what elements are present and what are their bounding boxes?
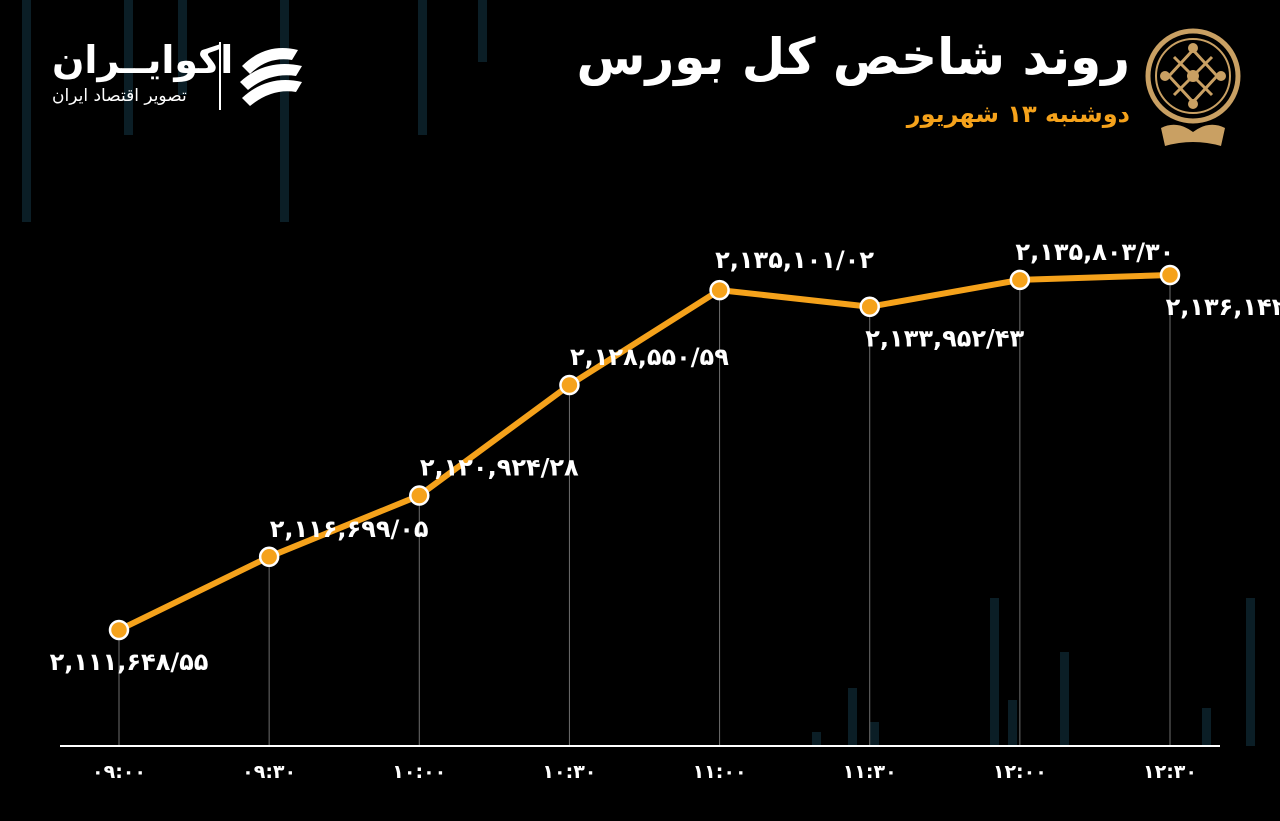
stock-exchange-emblem-icon bbox=[1145, 28, 1241, 146]
data-point bbox=[709, 279, 730, 301]
chart-subtitle-date: دوشنبه ۱۳ شهریور bbox=[906, 100, 1130, 128]
data-label: ۲,۱۲۸,۵۵۰/۵۹ bbox=[570, 343, 729, 371]
ekoiran-logo-icon bbox=[240, 48, 302, 106]
vertical-guide-lines bbox=[118, 285, 1171, 746]
data-label: ۲,۱۳۵,۱۰۱/۰۲ bbox=[715, 246, 874, 274]
data-label: ۲,۱۳۳,۹۵۲/۴۳ bbox=[865, 325, 1024, 353]
x-tick-label: ۱۲:۰۰ bbox=[993, 761, 1047, 783]
data-point bbox=[1159, 264, 1181, 286]
background-bar bbox=[812, 732, 821, 746]
data-point bbox=[1009, 269, 1031, 291]
data-point bbox=[409, 485, 430, 506]
x-tick-label: ۱۰:۳۰ bbox=[542, 761, 596, 783]
data-label: ۲,۱۳۶,۱۴۲/۲۹ bbox=[1166, 293, 1280, 321]
background-bar bbox=[124, 0, 133, 135]
x-tick-label: ۰۹:۳۰ bbox=[242, 761, 296, 783]
data-label: ۲,۱۱۱,۶۴۸/۵۵ bbox=[50, 648, 209, 676]
series-line bbox=[116, 272, 1173, 633]
data-label: ۲,۱۱۶,۶۹۹/۰۵ bbox=[270, 515, 429, 543]
background-bar bbox=[1060, 652, 1069, 746]
brand-divider bbox=[219, 42, 221, 110]
background-bar bbox=[478, 0, 487, 62]
x-tick-label: ۱۲:۳۰ bbox=[1143, 761, 1197, 783]
decorative-background-bars bbox=[22, 0, 1255, 746]
chart-title: روند شاخص کل بورس bbox=[576, 28, 1130, 86]
background-bar bbox=[280, 0, 289, 222]
x-tick-label: ۱۱:۰۰ bbox=[693, 761, 747, 783]
data-point bbox=[108, 619, 130, 641]
data-point bbox=[859, 296, 880, 317]
background-bar bbox=[1202, 708, 1211, 746]
x-tick-label: ۱۰:۰۰ bbox=[392, 761, 446, 783]
background-bar bbox=[178, 0, 187, 95]
background-bar bbox=[418, 0, 427, 135]
data-label: ۲,۱۳۵,۸۰۳/۳۰ bbox=[1015, 238, 1174, 266]
background-bar bbox=[1008, 700, 1017, 746]
brand-name: اکوایــران bbox=[52, 38, 234, 82]
background-bar bbox=[22, 0, 31, 222]
brand-tagline: تصویر اقتصاد ایران bbox=[52, 86, 187, 106]
x-tick-label: ۰۹:۰۰ bbox=[92, 761, 146, 783]
data-point bbox=[258, 546, 280, 568]
background-bar bbox=[848, 688, 857, 746]
background-bar bbox=[1246, 598, 1255, 746]
data-label: ۲,۱۲۰,۹۲۴/۲۸ bbox=[420, 454, 579, 482]
x-tick-label: ۱۱:۳۰ bbox=[843, 761, 897, 783]
background-bar bbox=[990, 598, 999, 746]
data-point bbox=[559, 374, 580, 396]
background-bar bbox=[870, 722, 879, 746]
